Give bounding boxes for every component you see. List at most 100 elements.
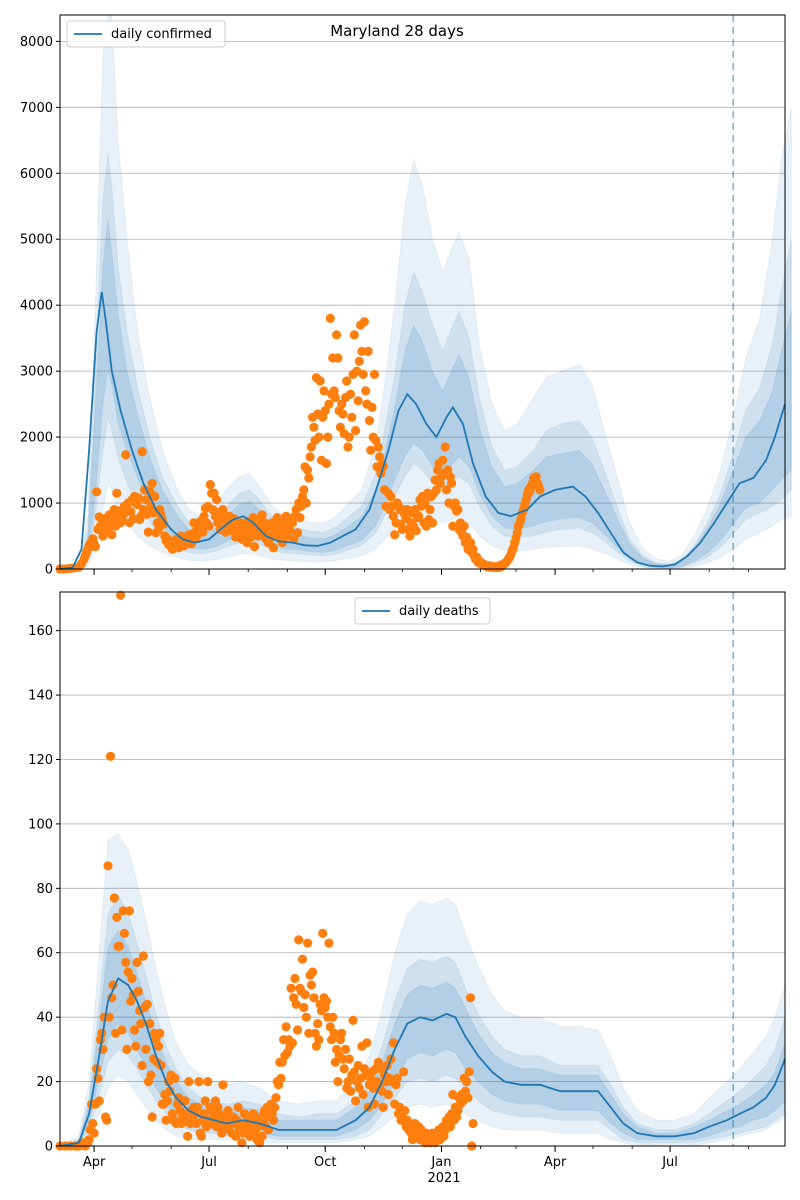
data-point [459, 521, 469, 531]
data-point [294, 935, 304, 945]
deaths-y-axis: 0 20 40 60 80 100 120 140 160 [28, 624, 60, 1155]
data-point [92, 487, 102, 497]
data-point [127, 973, 137, 984]
data-point [200, 1096, 210, 1106]
data-point [119, 928, 129, 939]
data-point [268, 543, 279, 553]
data-point [386, 491, 396, 502]
data-point [328, 1012, 338, 1022]
deaths-legend: daily deaths [354, 597, 491, 625]
data-point [132, 957, 142, 968]
data-point [89, 1128, 99, 1138]
data-point [141, 1044, 151, 1054]
data-point [290, 973, 300, 984]
data-point [131, 1041, 141, 1051]
data-point [138, 951, 148, 961]
data-point [147, 1112, 157, 1122]
data-point [357, 346, 367, 356]
data-point [233, 1102, 243, 1112]
data-point [344, 1054, 354, 1064]
y-tick-label: 4000 [20, 299, 53, 314]
data-point [319, 386, 329, 396]
data-point [281, 1022, 291, 1032]
data-point [462, 1077, 472, 1087]
deaths-median [59, 977, 786, 1147]
data-point [117, 1025, 127, 1035]
data-point [414, 511, 424, 521]
data-point [218, 1080, 228, 1090]
data-point [447, 478, 457, 488]
data-point [323, 432, 333, 442]
x-tick-label: Apr [83, 1155, 106, 1170]
data-point [378, 1102, 388, 1112]
data-point [440, 442, 450, 452]
data-point [162, 1096, 172, 1106]
deaths-axes-frame [59, 591, 786, 1147]
data-point [155, 1028, 165, 1038]
data-point [400, 1106, 410, 1116]
data-point [153, 1041, 164, 1051]
data-point [465, 993, 476, 1003]
data-point [124, 906, 135, 916]
data-point [361, 386, 371, 396]
confirmed-legend: daily confirmed [66, 20, 226, 48]
y-tick-label: 5000 [20, 233, 53, 248]
data-point [146, 1070, 156, 1080]
y-tick-label: 40 [36, 1011, 53, 1026]
data-point [136, 1019, 146, 1029]
data-point [150, 491, 160, 502]
data-point [464, 1067, 474, 1077]
data-point [161, 1115, 171, 1125]
data-point [184, 1077, 194, 1087]
data-point [114, 941, 124, 951]
data-point [183, 1131, 193, 1141]
data-point [332, 330, 342, 340]
data-point [338, 409, 348, 419]
data-point [349, 330, 359, 340]
y-tick-label: 140 [28, 689, 53, 704]
data-point [333, 1077, 343, 1087]
data-point [438, 455, 448, 465]
data-point [392, 1073, 402, 1083]
data-point [325, 313, 335, 323]
data-point [399, 1067, 409, 1077]
data-point [318, 928, 328, 939]
data-point [345, 389, 356, 399]
data-point [411, 526, 421, 536]
data-point [303, 938, 313, 948]
data-point [121, 957, 131, 968]
data-point [366, 445, 376, 455]
data-point [308, 967, 318, 977]
data-point [339, 1064, 349, 1074]
y-tick-label: 0 [45, 563, 53, 578]
data-point [88, 1118, 98, 1129]
deaths-panel: 0 20 40 60 80 100 120 140 160 Apr Jul Oct Jan Apr Jul… [28, 590, 786, 1186]
data-point [333, 353, 343, 363]
data-point [300, 990, 310, 1000]
data-point [165, 1086, 175, 1096]
legend-label: daily confirmed [111, 27, 212, 42]
data-point [344, 432, 354, 442]
data-point [112, 912, 122, 922]
data-point [363, 346, 373, 356]
data-point [313, 1019, 323, 1029]
data-point [205, 480, 215, 490]
data-point [194, 1077, 204, 1087]
data-point [340, 1044, 351, 1054]
data-point [373, 442, 383, 452]
data-point [204, 521, 214, 531]
data-point [203, 1077, 213, 1087]
y-tick-label: 60 [36, 946, 53, 961]
data-point [301, 1012, 311, 1022]
data-point [338, 1054, 348, 1064]
x-tick-label: Jul [200, 1155, 217, 1170]
data-point [301, 498, 311, 508]
confirmed-axes-frame [59, 14, 786, 570]
data-point [305, 452, 315, 462]
data-point [286, 983, 296, 993]
data-point [142, 999, 152, 1009]
deaths-x-axis: Apr Jul Oct Jan Apr Jul [83, 1146, 749, 1170]
data-point [388, 1038, 398, 1048]
data-point [143, 527, 153, 537]
